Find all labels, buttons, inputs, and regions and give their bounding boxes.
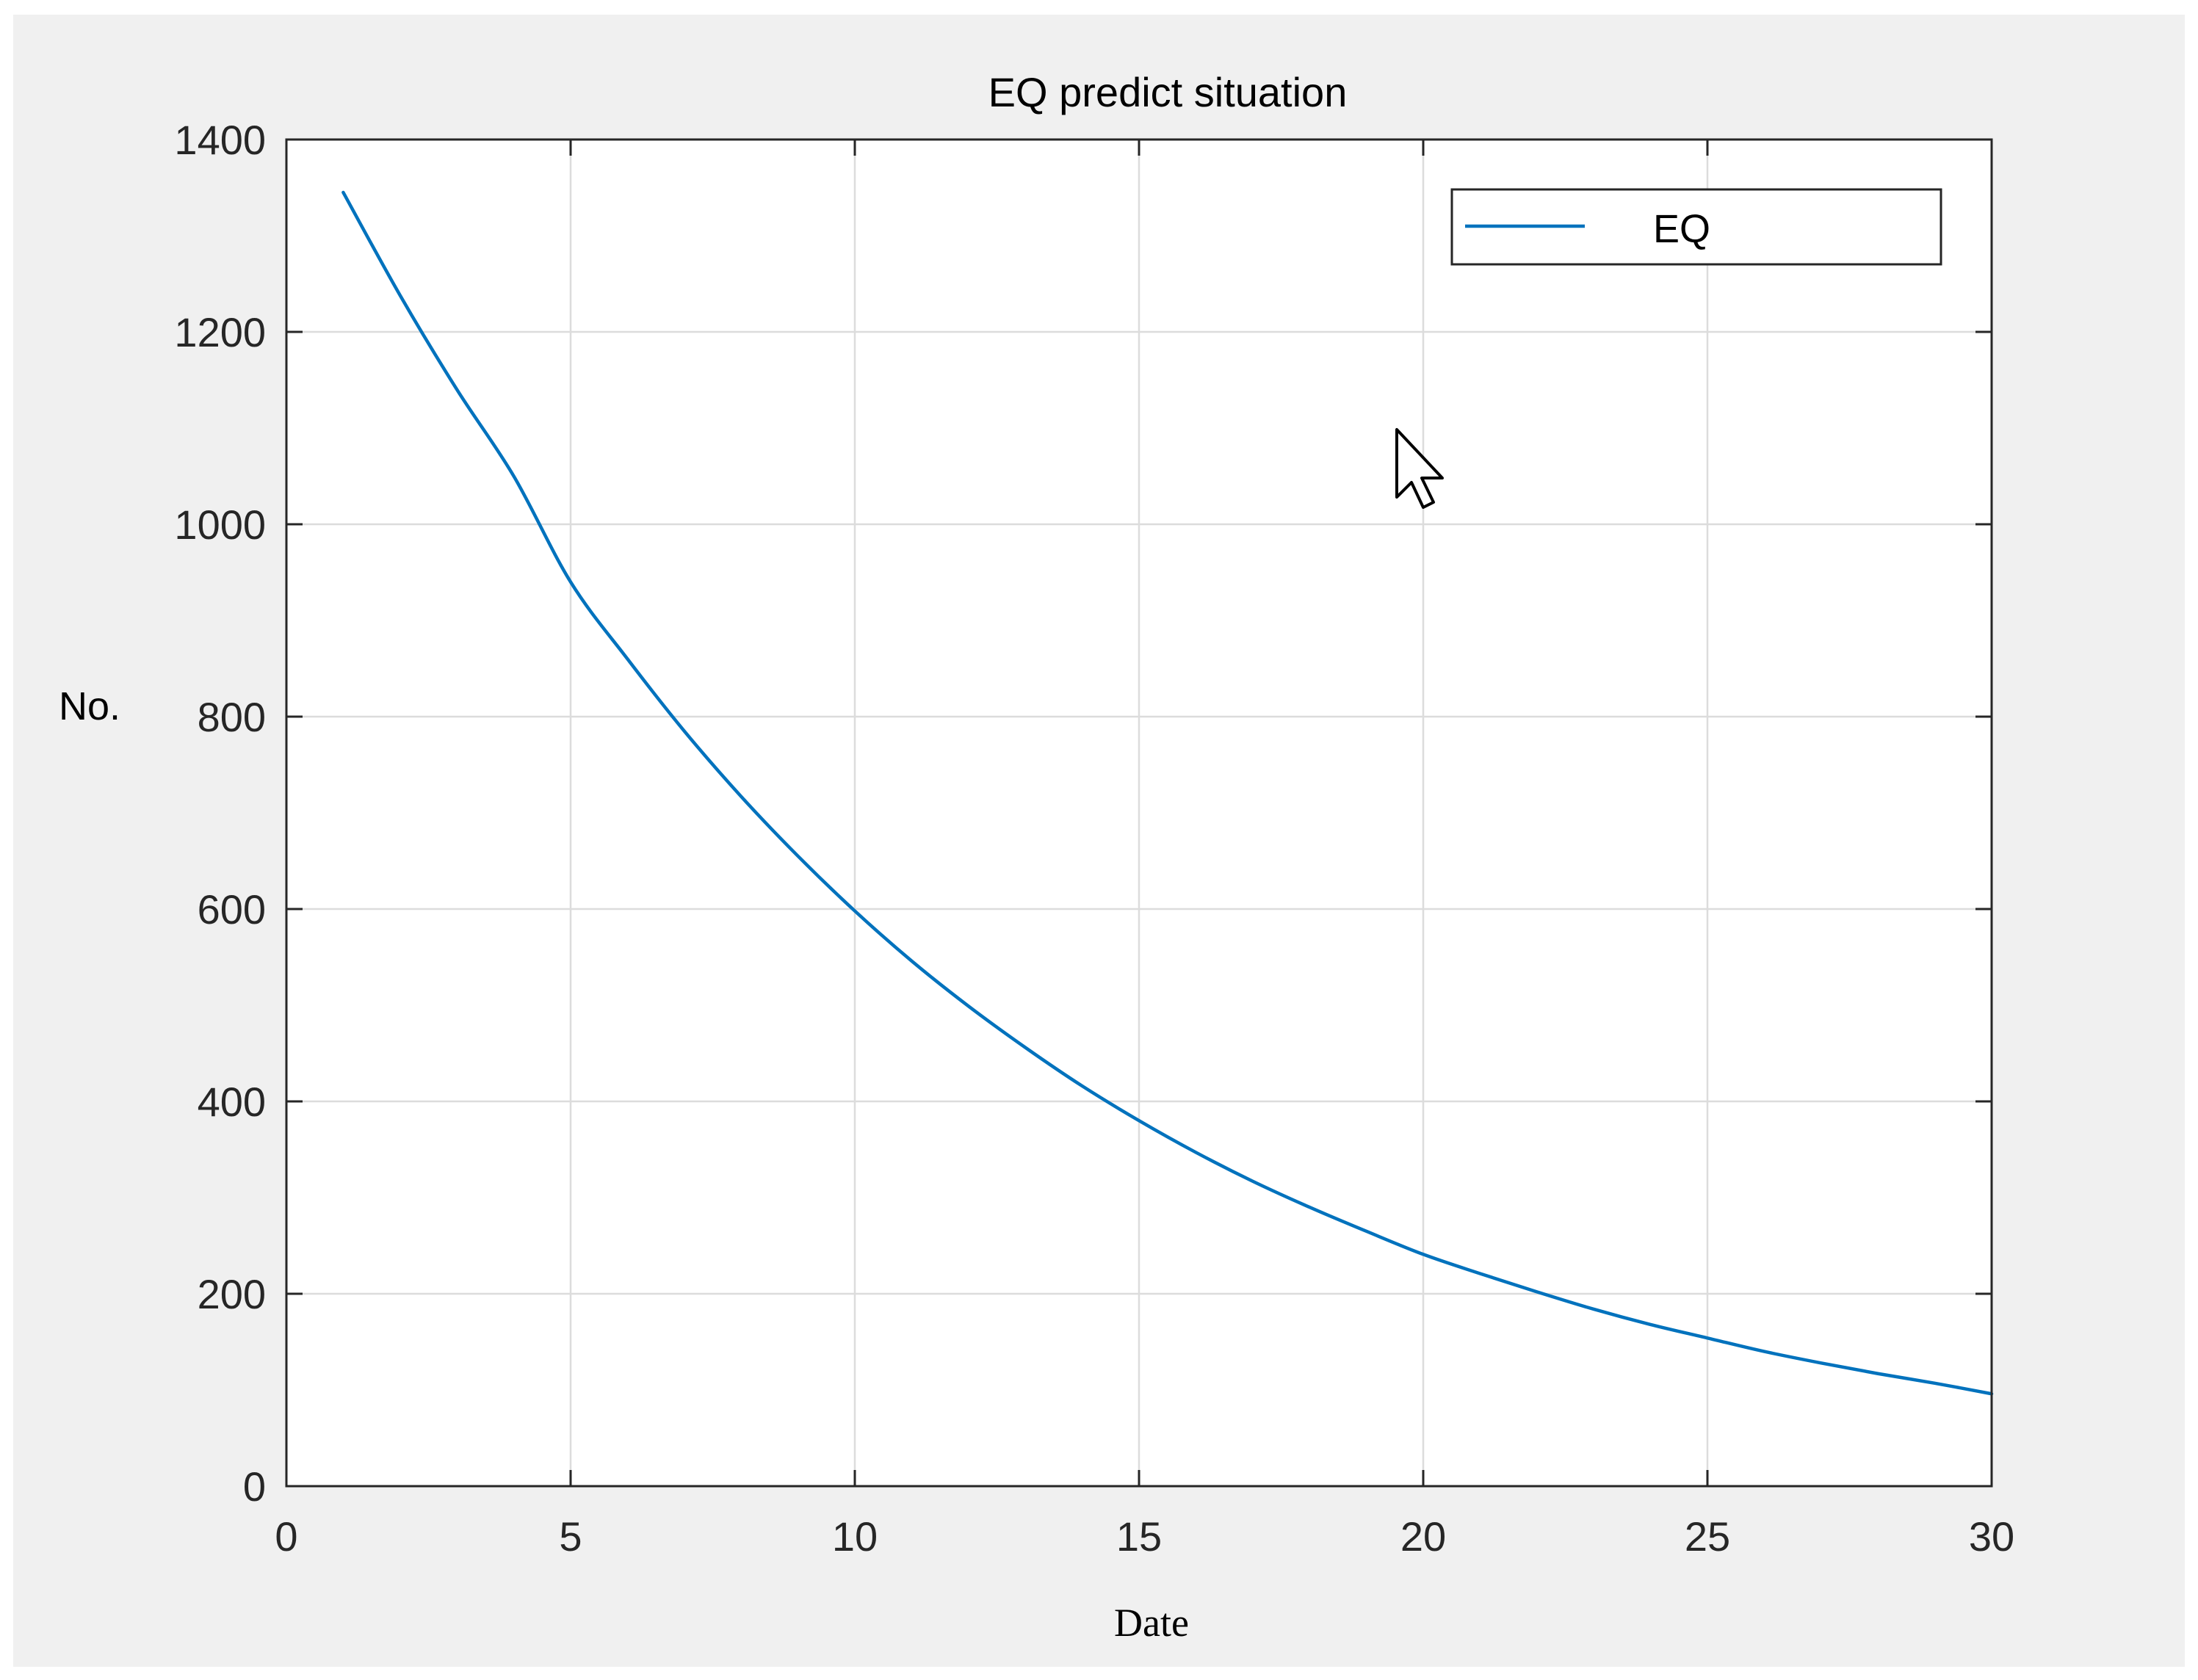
x-tick-label: 20 (1400, 1513, 1446, 1560)
series-line-eq (341, 190, 1994, 1396)
data-point (911, 960, 912, 961)
x-tick-labels: 0 5 10 15 20 25 30 (275, 1513, 2014, 1560)
data-point (343, 192, 344, 193)
data-point (1025, 1047, 1026, 1048)
y-tick-labels: 0 200 400 600 800 1000 1200 1400 (174, 117, 266, 1510)
x-tick-label: 0 (275, 1513, 297, 1560)
data-point (1764, 1351, 1765, 1352)
x-tick-label: 15 (1116, 1513, 1162, 1560)
data-point (968, 1006, 969, 1007)
data-point (1650, 1324, 1651, 1325)
legend-box (1450, 188, 1942, 266)
x-tick-label: 10 (832, 1513, 878, 1560)
y-tick-label: 1200 (174, 309, 266, 355)
data-point (513, 476, 514, 477)
data-point (1423, 1254, 1424, 1255)
y-axis-title: No. (59, 684, 120, 728)
data-point (1480, 1273, 1481, 1274)
x-tick-label: 25 (1685, 1513, 1730, 1560)
data-point (741, 796, 742, 797)
y-tick-label: 400 (198, 1079, 266, 1125)
data-point (457, 389, 458, 390)
data-point (855, 910, 856, 911)
data-point (1707, 1338, 1708, 1339)
y-tick-label: 200 (198, 1271, 266, 1317)
mouse-pointer-icon (1395, 428, 1444, 509)
x-tick-label: 30 (1969, 1513, 2014, 1560)
y-tick-label: 0 (243, 1463, 266, 1510)
data-point (1309, 1207, 1310, 1208)
legend-label-eq: EQ (1653, 207, 1710, 251)
legend: EQ (1450, 188, 1942, 266)
y-tick-label: 1400 (174, 117, 266, 163)
chart-title: EQ predict situation (988, 69, 1348, 115)
y-tick-label: 800 (198, 694, 266, 740)
y-tick-label: 600 (198, 886, 266, 933)
axes-box (285, 138, 1993, 1488)
data-point (1139, 1120, 1140, 1121)
x-tick-label: 5 (559, 1513, 582, 1560)
y-tick-label: 1000 (174, 502, 266, 548)
x-axis-title: Date (1114, 1601, 1189, 1645)
data-point (1878, 1373, 1879, 1374)
